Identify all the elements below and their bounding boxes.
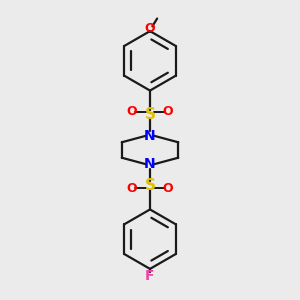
Text: O: O xyxy=(127,106,137,118)
Text: O: O xyxy=(145,22,155,35)
Text: O: O xyxy=(163,106,173,118)
Text: O: O xyxy=(163,182,173,194)
Text: S: S xyxy=(145,178,155,193)
Text: O: O xyxy=(127,182,137,194)
Text: N: N xyxy=(144,157,156,171)
Text: F: F xyxy=(145,269,155,283)
Text: S: S xyxy=(145,107,155,122)
Text: N: N xyxy=(144,129,156,143)
